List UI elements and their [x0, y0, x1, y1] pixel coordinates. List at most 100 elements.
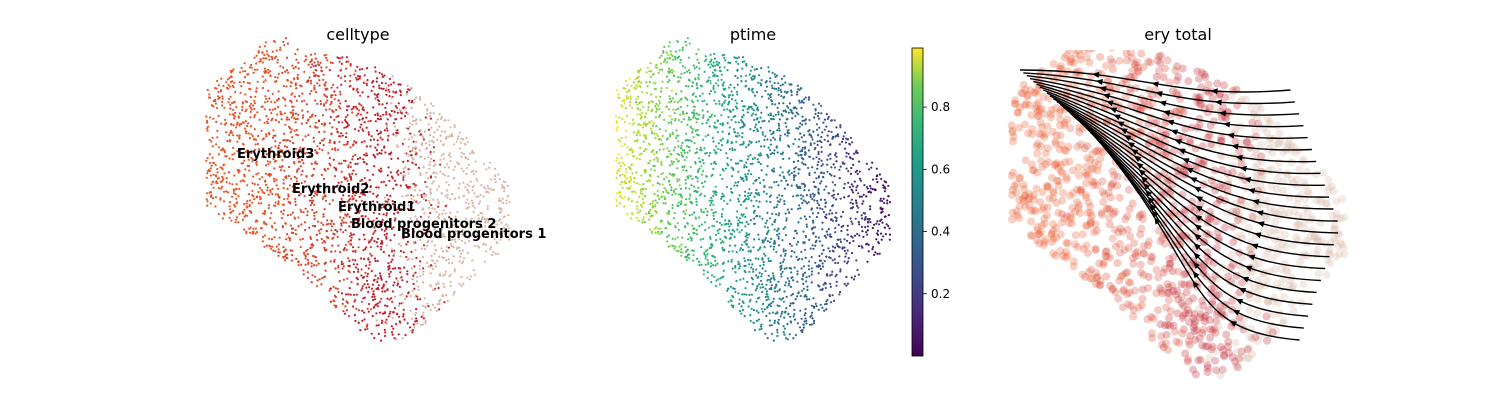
cell-point: [414, 314, 417, 317]
cell-point: [281, 158, 284, 162]
cell-point: [205, 198, 208, 201]
cell-point: [747, 155, 750, 158]
cell-point: [814, 108, 817, 111]
cell-point: [353, 140, 356, 143]
cell-point: [370, 270, 373, 273]
cell-point: [419, 118, 422, 122]
cell-point: [296, 186, 299, 189]
cell-point: [357, 182, 360, 185]
cell-point: [252, 71, 255, 74]
cell-point: [669, 244, 672, 247]
cell-point: [397, 242, 400, 246]
cell-point: [370, 225, 373, 228]
cell-point: [317, 63, 320, 66]
cell-point: [430, 254, 433, 258]
cell-point: [687, 69, 691, 72]
cell-point: [786, 208, 790, 211]
cell-point: [391, 333, 394, 336]
cell-point: [654, 106, 658, 109]
cell-point: [719, 238, 722, 241]
cell-point: [838, 293, 841, 296]
cell-point: [718, 228, 721, 231]
cell-point: [701, 159, 704, 162]
cell-point: [374, 113, 377, 116]
cell-point: [295, 99, 298, 102]
cell-point: [231, 80, 234, 83]
cell-point: [278, 251, 281, 254]
cell-point: [324, 275, 327, 278]
cell-point: [423, 212, 426, 215]
cell-point: [425, 146, 428, 149]
cell-point: [781, 151, 785, 154]
cell-point: [887, 224, 890, 228]
cell-point: [779, 137, 782, 140]
cell-point: [739, 278, 742, 281]
cell-point: [695, 200, 698, 203]
cell-point: [349, 175, 352, 179]
cell-point: [282, 84, 285, 88]
cell-point: [752, 270, 755, 273]
cell-point: [644, 187, 647, 191]
cell-point: [661, 80, 664, 83]
cell-point: [405, 194, 408, 197]
cell-point: [625, 182, 628, 185]
cell-point: [341, 56, 344, 59]
cell-point: [790, 208, 793, 211]
cell-point: [298, 148, 301, 152]
cell-point: [858, 223, 861, 226]
cell-point: [360, 178, 364, 181]
cell-point: [888, 227, 891, 230]
cell-point: [413, 265, 416, 268]
cell-point: [809, 142, 812, 145]
cell-point: [713, 114, 716, 117]
cell-point: [632, 155, 635, 158]
cell-point: [771, 87, 774, 90]
cell-point: [802, 101, 805, 104]
cell-point: [432, 146, 435, 149]
cell-point: [417, 166, 421, 169]
cell-point: [241, 121, 244, 124]
cell-point: [337, 56, 340, 60]
cell-point: [796, 322, 800, 325]
cell-point: [638, 80, 641, 83]
cell-point: [808, 323, 812, 326]
cell-point: [297, 113, 300, 116]
cell-point: [857, 192, 860, 195]
cell-point: [270, 146, 273, 149]
cell-point: [852, 163, 855, 166]
cell-point: [351, 192, 355, 195]
cell-point: [358, 238, 361, 241]
cell-point: [686, 222, 689, 225]
cell-point: [808, 172, 811, 175]
cell-point: [797, 113, 800, 116]
cell-point: [263, 121, 266, 124]
cell-point: [425, 244, 428, 247]
cell-point: [756, 276, 759, 279]
cell-point: [412, 273, 415, 276]
cell-point: [696, 58, 699, 61]
cell-point: [346, 125, 349, 128]
cell-point: [667, 70, 670, 73]
cell-point: [249, 226, 252, 229]
cell-point: [772, 297, 776, 300]
cell-point: [501, 184, 504, 187]
cell-point: [493, 222, 496, 225]
cell-point: [409, 132, 412, 135]
cell-point: [245, 108, 248, 111]
cell-point: [831, 294, 834, 297]
cell-point: [394, 217, 397, 220]
cell-point: [776, 151, 779, 154]
cell-point: [821, 163, 825, 166]
cell-point: [341, 121, 344, 124]
cell-point: [719, 241, 723, 244]
cell-point: [824, 205, 827, 208]
cell-point: [681, 46, 685, 49]
cell-point: [784, 226, 787, 229]
cell-point: [769, 77, 772, 80]
cell-point: [277, 105, 280, 109]
cell-point: [675, 92, 678, 95]
cell-point: [726, 122, 729, 125]
cell-point: [395, 323, 398, 326]
cell-point: [287, 195, 290, 198]
cell-point: [818, 126, 821, 129]
